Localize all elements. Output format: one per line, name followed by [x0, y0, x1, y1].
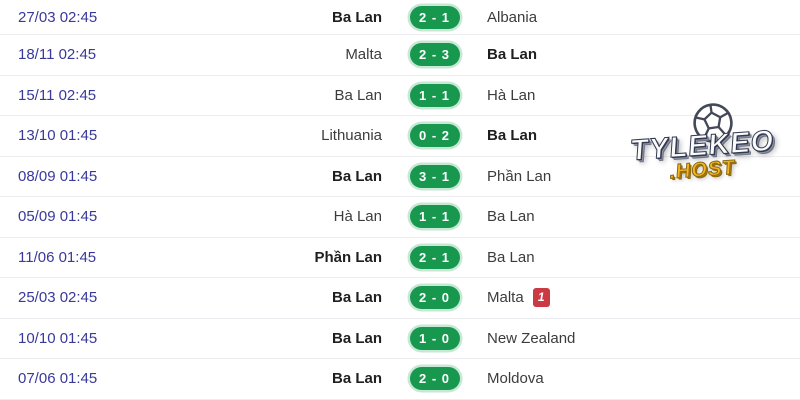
match-row[interactable]: 15/11 02:45 Ba Lan 1 - 1 Hà Lan	[0, 76, 800, 116]
score-badge: 2 - 1	[409, 245, 460, 269]
score-cell: 0 - 2	[382, 124, 487, 148]
match-date: 18/11 02:45	[18, 46, 97, 64]
score-badge: 1 - 0	[409, 326, 460, 350]
home-team-name: Phần Lan	[314, 248, 382, 266]
score-cell: 1 - 0	[382, 326, 487, 350]
away-team-cell: Ba Lan	[487, 127, 800, 144]
score-badge: 1 - 1	[409, 83, 460, 107]
match-row[interactable]: 25/03 02:45 Ba Lan 2 - 0 Malta 1	[0, 278, 800, 319]
score-cell: 2 - 3	[382, 43, 487, 67]
score-badge: 2 - 3	[409, 43, 460, 67]
match-row[interactable]: 05/09 01:45 Hà Lan 1 - 1 Ba Lan	[0, 197, 800, 238]
score-cell: 1 - 1	[382, 205, 487, 229]
away-team-cell: Ba Lan	[487, 249, 800, 266]
match-row[interactable]: 18/11 02:45 Malta 2 - 3 Ba Lan	[0, 35, 800, 76]
home-team-name: Ba Lan	[331, 329, 382, 347]
score-badge: 0 - 2	[409, 124, 460, 148]
home-team-name: Ba Lan	[331, 8, 382, 26]
score-badge: 3 - 1	[409, 164, 460, 188]
away-team-cell: Phần Lan	[487, 168, 800, 185]
away-team-cell: Hà Lan	[487, 87, 800, 104]
home-team-name: Hà Lan	[333, 208, 382, 226]
match-row[interactable]: 10/10 01:45 Ba Lan 1 - 0 New Zealand	[0, 319, 800, 359]
match-date: 08/09 01:45	[18, 167, 98, 185]
match-date: 13/10 01:45	[18, 127, 98, 145]
away-team-cell: Ba Lan	[487, 208, 800, 225]
home-team-name: Lithuania	[321, 127, 382, 145]
match-date: 05/09 01:45	[18, 208, 98, 226]
away-team-name: Ba Lan	[487, 46, 538, 64]
score-badge: 2 - 0	[409, 367, 460, 391]
away-team-cell: Albania	[487, 9, 800, 26]
score-cell: 2 - 0	[382, 367, 487, 391]
match-date: 11/06 01:45	[18, 248, 97, 266]
match-date: 07/06 01:45	[18, 370, 98, 388]
away-team-cell: Ba Lan	[487, 46, 800, 63]
match-row[interactable]: 11/06 01:45 Phần Lan 2 - 1 Ba Lan	[0, 238, 800, 278]
home-team-name: Ba Lan	[334, 86, 382, 104]
score-cell: 2 - 0	[382, 286, 487, 310]
score-badge: 2 - 0	[409, 286, 460, 310]
away-team-cell: Moldova	[487, 370, 800, 387]
home-team-name: Malta	[345, 46, 382, 64]
match-date: 25/03 02:45	[18, 289, 98, 307]
away-team-name: Malta	[487, 289, 524, 307]
score-cell: 2 - 1	[382, 5, 487, 29]
away-team-name: Moldova	[487, 370, 544, 388]
score-cell: 3 - 1	[382, 164, 487, 188]
match-row[interactable]: 27/03 02:45 Ba Lan 2 - 1 Albania	[0, 0, 800, 35]
match-row[interactable]: 13/10 01:45 Lithuania 0 - 2 Ba Lan	[0, 116, 800, 157]
away-team-name: New Zealand	[487, 329, 576, 347]
home-team-name: Ba Lan	[331, 370, 382, 388]
away-team-name: Ba Lan	[487, 208, 535, 226]
score-badge: 1 - 1	[409, 205, 460, 229]
match-date: 10/10 01:45	[18, 329, 98, 347]
match-date: 27/03 02:45	[18, 8, 98, 26]
away-team-name: Ba Lan	[487, 127, 538, 145]
match-row[interactable]: 08/09 01:45 Ba Lan 3 - 1 Phần Lan	[0, 157, 800, 197]
away-team-cell: Malta 1	[487, 288, 800, 308]
score-cell: 2 - 1	[382, 245, 487, 269]
away-team-name: Ba Lan	[487, 248, 535, 266]
away-team-name: Phần Lan	[487, 167, 552, 185]
score-cell: 1 - 1	[382, 83, 487, 107]
away-team-name: Hà Lan	[487, 86, 536, 104]
away-note-badge: 1	[532, 288, 550, 308]
away-team-name: Albania	[487, 8, 538, 26]
match-date: 15/11 02:45	[18, 86, 97, 104]
match-row[interactable]: 07/06 01:45 Ba Lan 2 - 0 Moldova	[0, 359, 800, 400]
away-team-cell: New Zealand	[487, 330, 800, 347]
home-team-name: Ba Lan	[331, 289, 382, 307]
score-badge: 2 - 1	[409, 5, 460, 29]
home-team-name: Ba Lan	[331, 167, 382, 185]
